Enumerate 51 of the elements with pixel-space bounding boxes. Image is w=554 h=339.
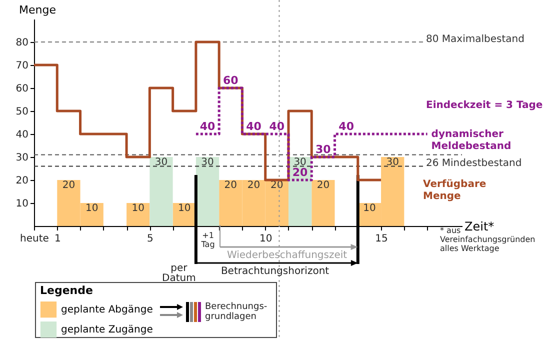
data-label: 40 xyxy=(338,120,354,133)
bar xyxy=(312,180,335,226)
legend-label: geplante Abgänge xyxy=(61,304,153,316)
x-tick-label: 5 xyxy=(146,234,154,244)
data-label: 20 xyxy=(316,180,330,191)
y-axis-title: Menge xyxy=(19,4,56,16)
ref-line-label: 80 Maximalbestand xyxy=(426,34,524,45)
y-tick-label: 30 xyxy=(16,152,28,164)
y-tick-label: 60 xyxy=(16,84,28,94)
bar xyxy=(126,203,150,226)
x-axis-title: Zeit* xyxy=(464,220,494,234)
text: Wiederbeschaffungszeit xyxy=(226,250,348,261)
x-tick-label: heute xyxy=(20,234,49,244)
x-tick-label: 15 xyxy=(375,234,388,244)
data-label: 10 xyxy=(85,203,98,214)
data-label: 20 xyxy=(247,180,260,191)
bar xyxy=(196,157,220,226)
data-label: 10 xyxy=(178,203,191,214)
y-tick-label: 50 xyxy=(16,106,28,118)
text: Betrachtungshorizont xyxy=(220,266,330,277)
data-label: 20 xyxy=(62,180,76,191)
y-tick-label: 80 xyxy=(16,38,28,48)
legend-title: Legende xyxy=(40,284,93,297)
bar xyxy=(150,157,173,226)
series-label: dynamischer Meldebestand xyxy=(431,129,512,152)
y-tick-label: 20 xyxy=(16,176,28,186)
data-label: 40 xyxy=(246,120,262,133)
data-label: 10 xyxy=(132,203,144,214)
text: Verfügbare Menge xyxy=(423,179,486,202)
data-label: 20 xyxy=(224,180,238,191)
legend-label: geplante Zugänge xyxy=(61,324,153,336)
y-tick-label: 10 xyxy=(16,198,28,210)
data-label: 20 xyxy=(292,166,308,179)
data-label: 40 xyxy=(269,120,285,133)
data-label: 30 xyxy=(386,157,399,168)
annotation: Eindeckzeit = 3 Tage xyxy=(426,100,543,111)
ref-line-label: 26 Mindestbestand xyxy=(426,158,522,170)
data-label: 30 xyxy=(154,157,168,168)
text: +1 Tag xyxy=(200,231,215,249)
data-label: 30 xyxy=(294,157,306,168)
data-label: 30 xyxy=(201,157,214,168)
data-label: 30 xyxy=(316,143,332,156)
text: Berechnungs-grundlagen xyxy=(205,302,268,322)
data-label: 60 xyxy=(222,74,239,87)
ref-line-label: per Datum xyxy=(162,263,196,284)
data-label: 40 xyxy=(200,120,216,133)
y-tick-label: 40 xyxy=(16,130,28,140)
x-tick-label: 1 xyxy=(54,234,61,244)
data-label: 10 xyxy=(363,203,376,214)
x-tick-label: 10 xyxy=(259,234,272,244)
y-tick-label: 70 xyxy=(16,60,28,72)
